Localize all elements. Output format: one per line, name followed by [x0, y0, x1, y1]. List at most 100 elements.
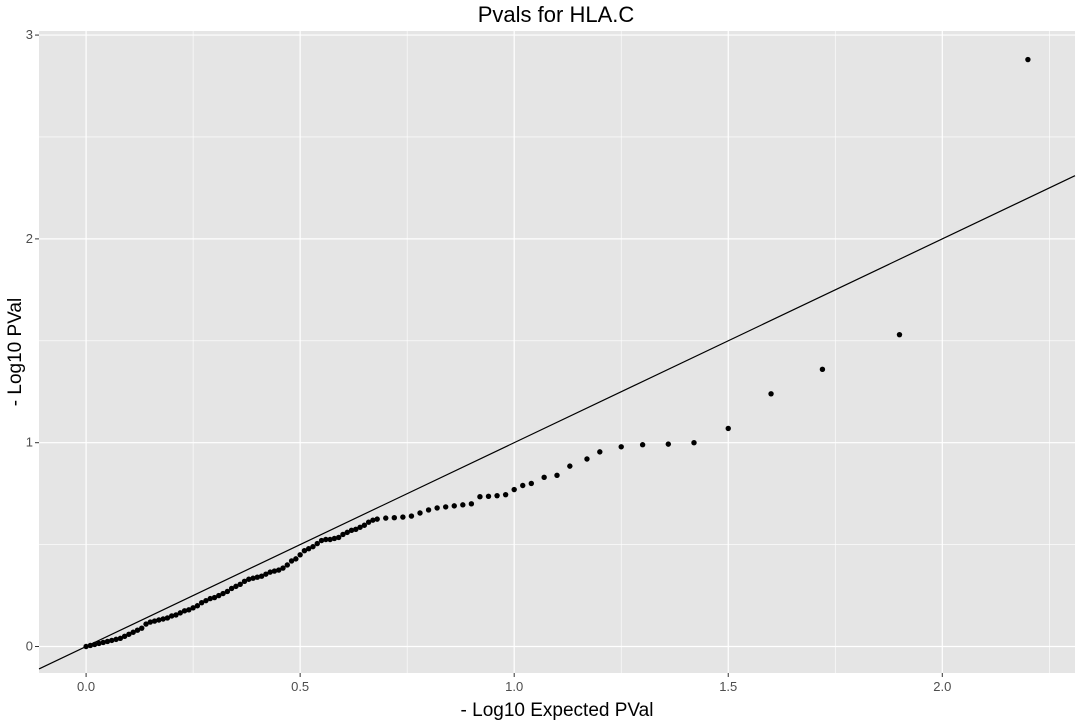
data-point [190, 605, 196, 611]
data-point [241, 578, 248, 584]
data-point [477, 494, 483, 500]
data-point [276, 567, 282, 573]
data-point [220, 590, 226, 597]
data-point [618, 444, 624, 450]
data-point [96, 640, 102, 647]
data-point [451, 503, 457, 509]
data-point [87, 642, 94, 649]
data-point [186, 607, 192, 613]
data-point [361, 522, 368, 528]
data-point [147, 619, 154, 625]
data-point [323, 536, 329, 543]
x-tick-label: 0.5 [291, 679, 309, 694]
data-point [520, 482, 526, 489]
data-point [228, 585, 235, 592]
data-point [460, 502, 466, 508]
data-point [91, 641, 98, 648]
data-point [177, 610, 183, 616]
data-point [567, 463, 573, 469]
data-point [156, 617, 162, 623]
data-point [494, 492, 500, 499]
data-point [288, 558, 295, 564]
data-point [216, 592, 222, 599]
data-point [224, 588, 231, 595]
data-point [284, 562, 290, 568]
data-point [211, 594, 218, 601]
x-tick-label: 1.0 [505, 679, 523, 694]
data-point [408, 513, 415, 519]
data-point [896, 331, 903, 338]
data-point [250, 575, 256, 581]
data-point [233, 583, 239, 590]
data-point [370, 517, 376, 523]
y-tick-label: 3 [26, 27, 33, 42]
x-tick-label: 1.5 [719, 679, 737, 694]
x-axis-title: - Log10 Expected PVal [461, 700, 654, 720]
minor-gridlines [39, 31, 1075, 673]
y-axis-title: - Log10 PVal [5, 298, 26, 406]
data-point [139, 625, 145, 631]
data-point [442, 504, 449, 510]
data-point [314, 540, 320, 547]
data-point [344, 529, 350, 536]
data-point [181, 608, 188, 614]
data-point [383, 515, 389, 521]
data-point [143, 621, 149, 627]
data-point [665, 441, 672, 447]
data-point [400, 514, 406, 520]
data-point [246, 576, 252, 582]
data-point [267, 569, 273, 575]
data-point [331, 535, 338, 542]
data-point [374, 516, 380, 522]
data-point [194, 603, 201, 609]
data-point [280, 565, 286, 571]
data-point [258, 573, 265, 579]
data-point [425, 507, 432, 513]
plot-panel [39, 31, 1075, 673]
data-point [819, 366, 826, 373]
data-point [121, 633, 128, 640]
data-point [134, 627, 141, 633]
data-point [126, 631, 132, 637]
x-tick-label: 2.0 [933, 679, 951, 694]
data-point [160, 616, 166, 622]
data-point [335, 534, 342, 541]
data-point [113, 636, 119, 643]
data-point [348, 527, 355, 534]
data-point [117, 635, 124, 642]
data-point [468, 501, 475, 507]
data-point [293, 556, 299, 562]
data-point [597, 449, 603, 455]
y-tick-label: 2 [26, 231, 33, 246]
data-point [434, 505, 440, 511]
data-point [169, 613, 175, 619]
y-tick-label: 0 [26, 639, 33, 654]
data-point [310, 543, 316, 550]
data-point [306, 545, 312, 552]
x-axis-ticks: 0.0 0.5 1.0 1.5 2.0 [77, 673, 951, 694]
data-point [541, 474, 547, 481]
data-point [83, 643, 89, 650]
x-tick-label: 0.0 [77, 679, 95, 694]
y-tick-label: 1 [26, 435, 33, 450]
data-point [297, 552, 303, 558]
data-point [340, 531, 346, 538]
data-point [1025, 56, 1031, 63]
data-point [301, 548, 308, 554]
reference-line-group [38, 175, 1076, 670]
data-points [83, 56, 1031, 650]
data-point [237, 581, 243, 588]
data-point [417, 510, 423, 516]
data-point [130, 629, 136, 635]
data-point [109, 637, 115, 644]
chart-title: Pvals for HLA.C [477, 2, 635, 27]
data-point [511, 486, 517, 493]
data-point [104, 638, 111, 645]
data-point [502, 491, 509, 498]
reference-line [38, 175, 1076, 670]
data-point [485, 493, 492, 499]
data-point [164, 615, 171, 621]
data-point [173, 612, 179, 618]
data-point [263, 571, 269, 577]
